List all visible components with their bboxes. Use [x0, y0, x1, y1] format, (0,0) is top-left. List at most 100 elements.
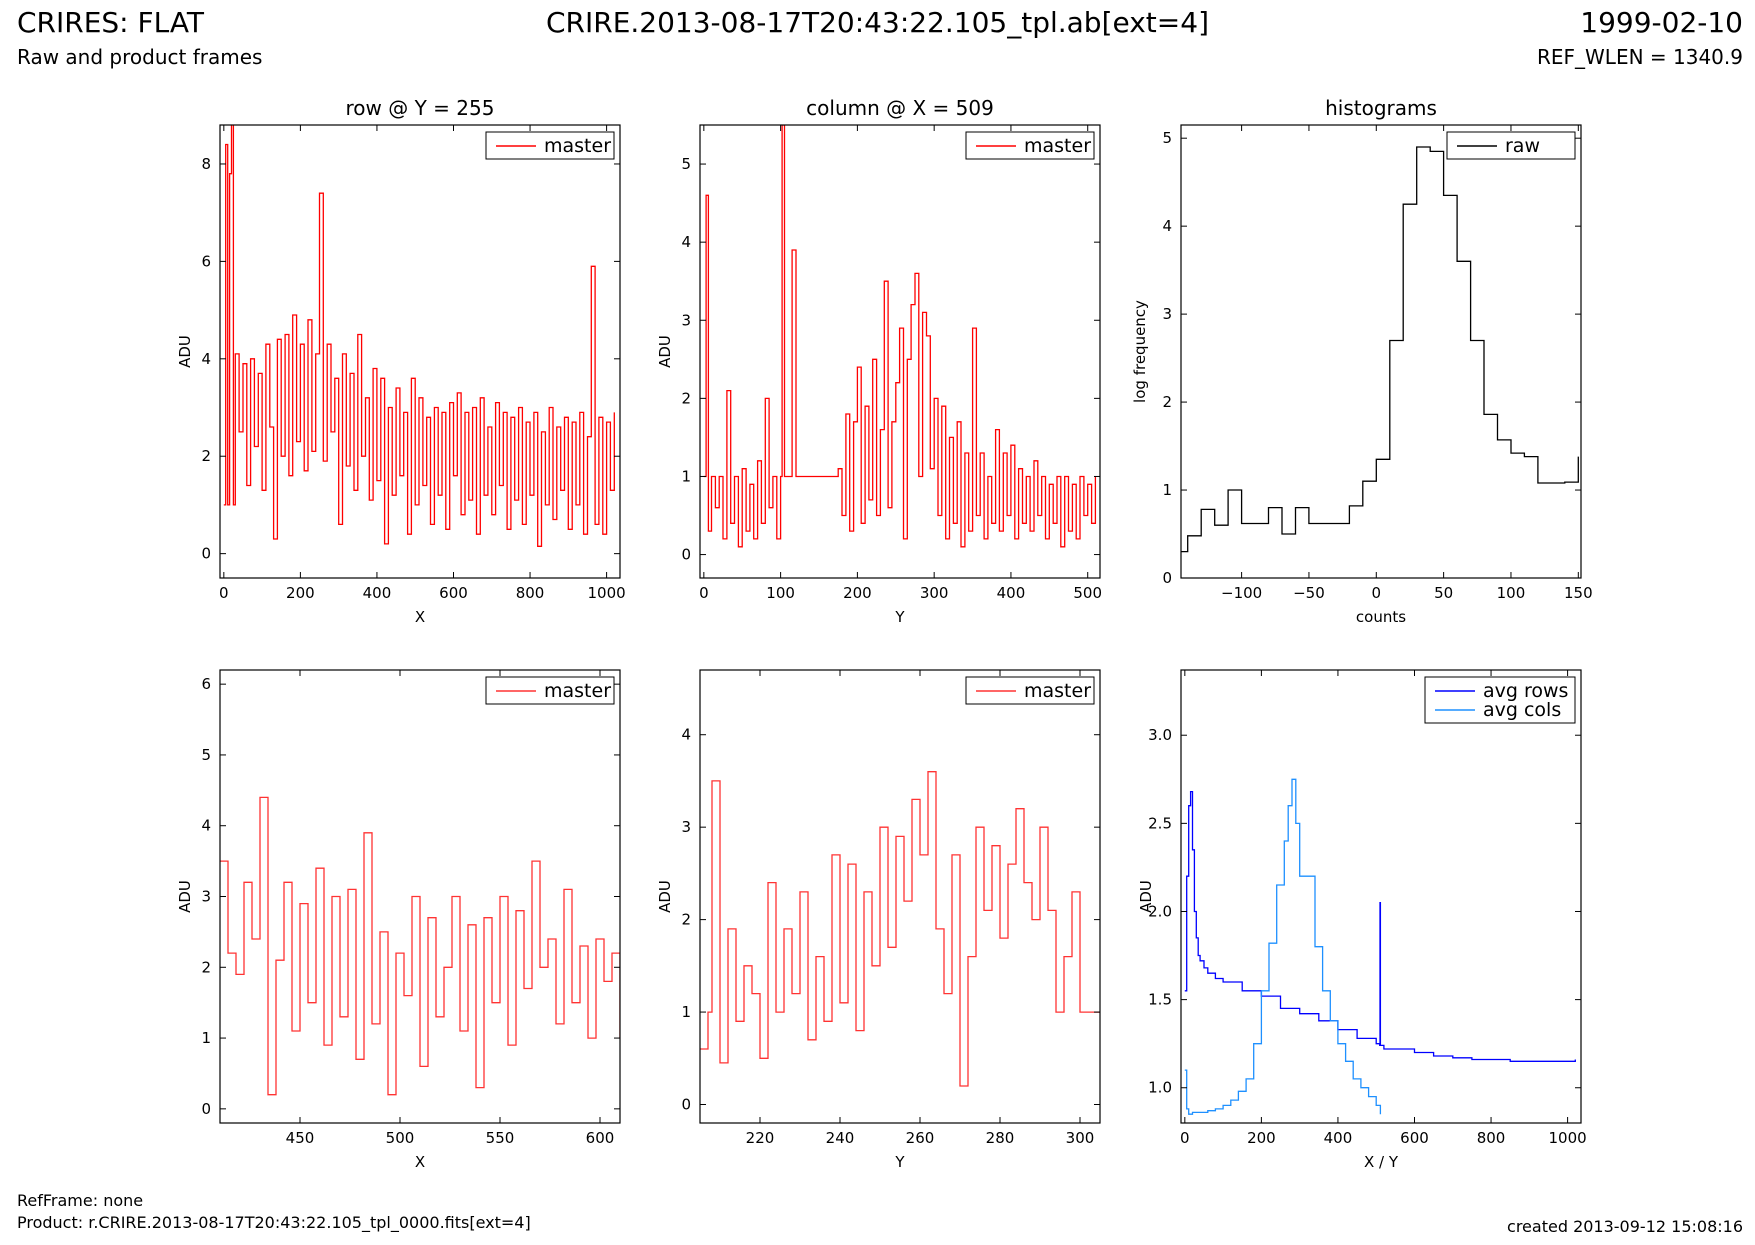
plot-frame: [1180, 124, 1582, 579]
subtitle: Raw and product frames: [17, 45, 263, 69]
panel-6: 0 200 400 600 800 1000 1.0 1.5 2.0 2.5 3.0 X / Y ADU…: [1137, 669, 1587, 1171]
y-tick-label: 0: [681, 546, 691, 564]
x-tick-label: 0: [1180, 1129, 1190, 1147]
legend-label: avg cols: [1483, 699, 1561, 721]
x-tick-label: 220: [746, 1129, 775, 1147]
x-axis-label: X: [415, 1153, 425, 1171]
y-tick-label: 2.5: [1148, 814, 1172, 832]
ref-frame-label: RefFrame: none: [17, 1191, 144, 1210]
y-tick-label: 6: [201, 675, 211, 693]
legend-label: avg rows: [1483, 680, 1568, 702]
x-tick-label: 450: [286, 1129, 315, 1147]
y-tick-label: 3: [201, 888, 211, 906]
series-line-master: [223, 125, 615, 547]
plot-frame: [219, 124, 621, 579]
x-tick-label: 100: [1497, 584, 1526, 602]
ref-wlen-label: REF_WLEN = 1340.9: [1536, 45, 1743, 69]
x-axis-label: counts: [1356, 608, 1406, 626]
x-axis-label: Y: [894, 608, 905, 626]
x-tick-label: 0: [219, 584, 229, 602]
product-label: Product: r.CRIRE.2013-08-17T20:43:22.105…: [17, 1213, 531, 1232]
x-tick-label: 150: [1564, 584, 1593, 602]
y-tick-label: 1.5: [1148, 991, 1172, 1009]
x-tick-label: 800: [1477, 1129, 1506, 1147]
x-tick-label: 600: [586, 1129, 615, 1147]
x-tick-label: 100: [766, 584, 795, 602]
panel-2: 0 100 200 300 400 500 0 1 2 3 4 5 Y ADU column @ X = 5…: [656, 96, 1102, 626]
x-tick-label: 300: [1066, 1129, 1095, 1147]
y-axis-label: ADU: [176, 880, 194, 913]
x-tick-label: 200: [843, 584, 872, 602]
y-tick-label: 1: [681, 467, 691, 485]
series-line-master: [700, 771, 1100, 1087]
x-tick-label: 260: [906, 1129, 935, 1147]
y-tick-label: 1: [1162, 481, 1172, 499]
y-axis-label: ADU: [656, 880, 674, 913]
legend: master: [485, 131, 615, 160]
y-tick-label: 0: [681, 1096, 691, 1114]
panel-5: 220 240 260 280 300 0 1 2 3 4 Y ADU master: [656, 669, 1101, 1171]
x-axis-label: X / Y: [1364, 1153, 1399, 1171]
legend: master: [485, 676, 615, 705]
main-title: CRIRES: FLAT: [17, 6, 204, 39]
y-tick-label: 2: [681, 911, 691, 929]
x-tick-label: 500: [386, 1129, 415, 1147]
legend: master: [965, 131, 1095, 160]
y-tick-label: 2: [1162, 393, 1172, 411]
legend-label: master: [544, 680, 611, 702]
x-tick-label: 400: [1324, 1129, 1353, 1147]
series-line-master: [703, 125, 1097, 548]
x-tick-label: −100: [1221, 584, 1262, 602]
plot-frame: [699, 124, 1101, 579]
file-title: CRIRE.2013-08-17T20:43:22.105_tpl.ab[ext…: [545, 6, 1209, 39]
y-tick-label: 2: [201, 958, 211, 976]
y-tick-label: 1.0: [1148, 1079, 1172, 1097]
panel-3: −100 −50 0 50 100 150 0 1 2 3 4 5 counts log frequenc…: [1131, 96, 1593, 626]
series-line-avg-cols: [1184, 778, 1382, 1115]
y-tick-label: 4: [681, 233, 691, 251]
y-axis-label: ADU: [1137, 880, 1155, 913]
legend: raw: [1446, 131, 1576, 160]
y-tick-label: 2: [201, 447, 211, 465]
legend: master: [965, 676, 1095, 705]
panel-4: 450 500 550 600 0 1 2 3 4 5 6 X ADU master: [176, 669, 621, 1171]
y-tick-label: 6: [201, 252, 211, 270]
y-tick-label: 2.0: [1148, 902, 1172, 920]
panel-title: histograms: [1325, 96, 1437, 120]
y-tick-label: 4: [681, 726, 691, 744]
legend-label: master: [1024, 135, 1091, 157]
x-tick-label: 400: [997, 584, 1026, 602]
x-tick-label: 200: [286, 584, 315, 602]
y-tick-label: 3: [681, 818, 691, 836]
x-tick-label: 200: [1247, 1129, 1276, 1147]
panel-title: row @ Y = 255: [346, 96, 495, 120]
panel-1: 0 200 400 600 800 1000 0 2 4 6 8 X ADU row @ Y = 255 m…: [176, 96, 626, 626]
y-tick-label: 4: [201, 817, 211, 835]
y-tick-label: 5: [681, 155, 691, 173]
x-tick-label: 1000: [1549, 1129, 1587, 1147]
x-axis-label: Y: [894, 1153, 905, 1171]
plot-frame: [1180, 669, 1582, 1124]
x-tick-label: 0: [699, 584, 709, 602]
y-tick-label: 0: [201, 545, 211, 563]
x-tick-label: 0: [1372, 584, 1382, 602]
y-axis-label: ADU: [656, 335, 674, 368]
x-tick-label: 600: [439, 584, 468, 602]
x-tick-label: −50: [1293, 584, 1325, 602]
created-label: created 2013-09-12 15:08:16: [1507, 1217, 1743, 1236]
x-tick-label: 50: [1434, 584, 1453, 602]
y-tick-label: 4: [1162, 217, 1172, 235]
y-tick-label: 5: [201, 746, 211, 764]
y-axis-label: log frequency: [1131, 300, 1149, 403]
x-tick-label: 240: [826, 1129, 855, 1147]
y-tick-label: 3: [681, 311, 691, 329]
x-tick-label: 800: [516, 584, 545, 602]
plot-frame: [699, 669, 1101, 1124]
panel-title: column @ X = 509: [806, 96, 994, 120]
series-line-avg-rows: [1184, 790, 1576, 1062]
date-label: 1999-02-10: [1580, 6, 1743, 39]
x-tick-label: 500: [1073, 584, 1102, 602]
x-tick-label: 550: [486, 1129, 515, 1147]
